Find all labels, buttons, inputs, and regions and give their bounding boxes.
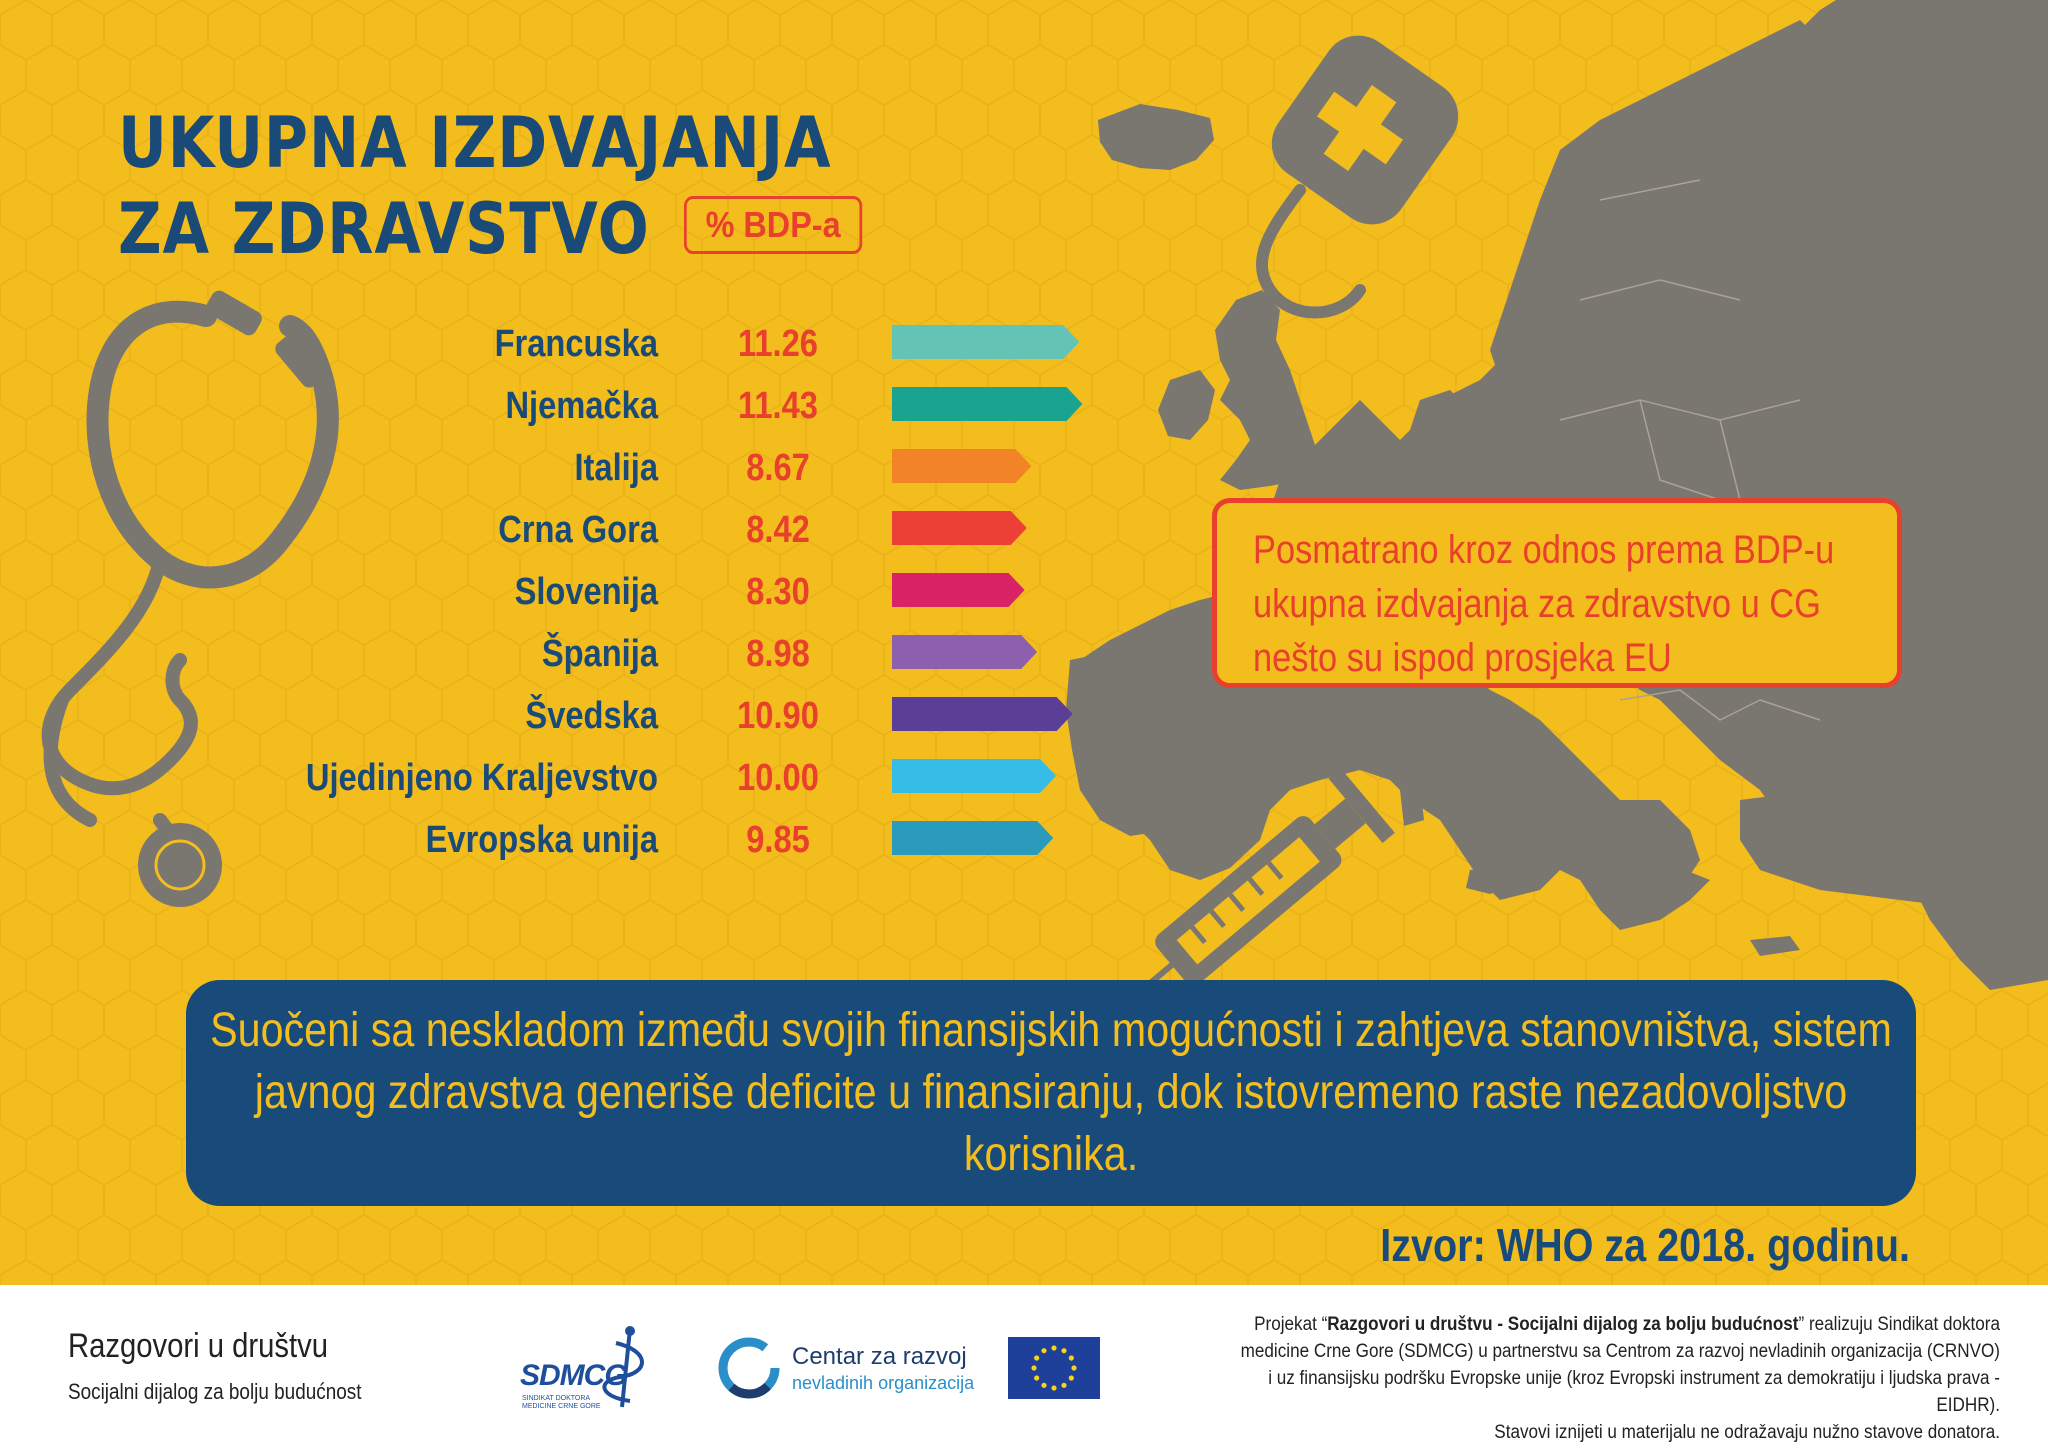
category-label: Evropska unija (426, 818, 659, 861)
syringe-icon (1116, 768, 1395, 1013)
title-line-1: UKUPNA IZDVAJANJA (118, 102, 832, 184)
value-label: 11.26 (738, 322, 818, 365)
note-text: Posmatrano kroz odnos prema BDP-u ukupna… (1253, 528, 1835, 680)
eu-star (1031, 1365, 1037, 1371)
page-title: UKUPNA IZDVAJANJA ZA ZDRAVSTVO (118, 100, 832, 272)
bar (892, 573, 1025, 607)
eu-star (1041, 1348, 1047, 1354)
eu-star (1061, 1382, 1067, 1388)
source-text: Izvor: WHO za 2018. godinu. (1380, 1219, 1910, 1271)
value-label: 8.67 (746, 446, 810, 489)
eu-star (1041, 1382, 1047, 1388)
title-line-2: ZA ZDRAVSTVO (118, 188, 650, 270)
value-label: 10.00 (737, 756, 819, 799)
crnvo-line-1: Centar za razvoj (792, 1343, 967, 1370)
stethoscope-icon (41, 300, 339, 847)
bar (892, 635, 1038, 669)
bar (892, 759, 1056, 793)
sdmcg-sub: SINDIKAT DOKTORA MEDICINE CRNE GORE (522, 1395, 601, 1410)
project-subtitle: Socijalni dijalog za bolju budućnost (68, 1379, 362, 1404)
crnvo-ring-icon (718, 1337, 780, 1399)
message-text: Suočeni sa neskladom između svojih finan… (210, 1004, 1892, 1181)
disclaimer-post: ” realizuju Sindikat doktora (1798, 1314, 2000, 1335)
value-label: 9.85 (746, 818, 810, 861)
iv-bag-icon (1256, 35, 1459, 319)
bar (892, 449, 1032, 483)
bar (892, 511, 1027, 545)
eu-star (1051, 1385, 1057, 1391)
crnvo-logo: Centar za razvoj nevladinih organizacija (716, 1333, 974, 1413)
poster: UKUPNA IZDVAJANJA ZA ZDRAVSTVO % BDP-a (0, 0, 2048, 1285)
crnvo-line-2: nevladinih organizacija (792, 1373, 975, 1393)
sdmcg-name: SDMCG (520, 1359, 628, 1392)
eu-star (1068, 1355, 1074, 1361)
value-label: 10.90 (737, 694, 819, 737)
sdmcg-logo: SDMCG SINDIKAT DOKTORA MEDICINE CRNE GOR… (520, 1323, 670, 1413)
eu-star (1034, 1375, 1040, 1381)
bar-chart: Francuska 11.26 Njemačka 11.43 Italija 8.67 Cr… (306, 322, 1083, 861)
unit-badge: % BDP-a (684, 196, 863, 254)
category-label: Švedska (525, 694, 658, 737)
disclaimer-line-2: medicine Crne Gore (SDMCG) u partnerstvu… (1240, 1341, 2000, 1362)
category-label: Francuska (495, 322, 659, 365)
disclaimer-pre: Projekat “ (1254, 1314, 1328, 1335)
stethoscope-parts (138, 290, 325, 907)
footer: Razgovori u društvu Socijalni dijalog za… (0, 1285, 2048, 1448)
value-label: 8.42 (746, 508, 810, 551)
eu-star (1061, 1348, 1067, 1354)
eu-star (1051, 1345, 1057, 1351)
stethoscope-chestpiece (154, 839, 206, 891)
value-label: 11.43 (738, 384, 818, 427)
disclaimer-line-1: Projekat “Razgovori u društvu - Socijaln… (1235, 1311, 2000, 1338)
category-label: Crna Gora (498, 508, 658, 551)
category-label: Njemačka (505, 384, 658, 427)
eu-star (1071, 1365, 1077, 1371)
eu-flag-icon (1008, 1337, 1100, 1399)
bar (892, 697, 1073, 731)
category-label: Španija (542, 632, 658, 675)
value-label: 8.98 (746, 632, 810, 675)
project-name: Razgovori u društvu (68, 1327, 329, 1365)
category-label: Ujedinjeno Kraljevstvo (306, 756, 658, 799)
disclaimer-line-4: Stavovi iznijeti u materijalu ne odražav… (1494, 1422, 2000, 1443)
europe-map (1066, 0, 2048, 990)
eu-star (1068, 1375, 1074, 1381)
category-label: Slovenija (515, 570, 659, 613)
eu-star (1034, 1355, 1040, 1361)
disclaimer: Projekat “Razgovori u društvu - Socijaln… (1235, 1311, 2000, 1446)
disclaimer-project-title: Razgovori u društvu - Socijalni dijalog … (1327, 1314, 1799, 1335)
category-label: Italija (574, 446, 658, 489)
note-box: Posmatrano kroz odnos prema BDP-u ukupna… (1212, 498, 1902, 688)
value-label: 8.30 (746, 570, 810, 613)
disclaimer-line-3: i uz finansijsku podršku Evropske unije … (1268, 1368, 2000, 1416)
bar (892, 821, 1054, 855)
eu-stars (1031, 1345, 1077, 1391)
caduceus-icon (602, 1326, 644, 1408)
bar (892, 387, 1083, 421)
chart-area: Francuska 11.26 Njemačka 11.43 Italija 8.67 Cr… (41, 35, 1459, 1013)
message-panel: Suočeni sa neskladom između svojih finan… (186, 980, 1916, 1206)
bar (892, 325, 1080, 359)
